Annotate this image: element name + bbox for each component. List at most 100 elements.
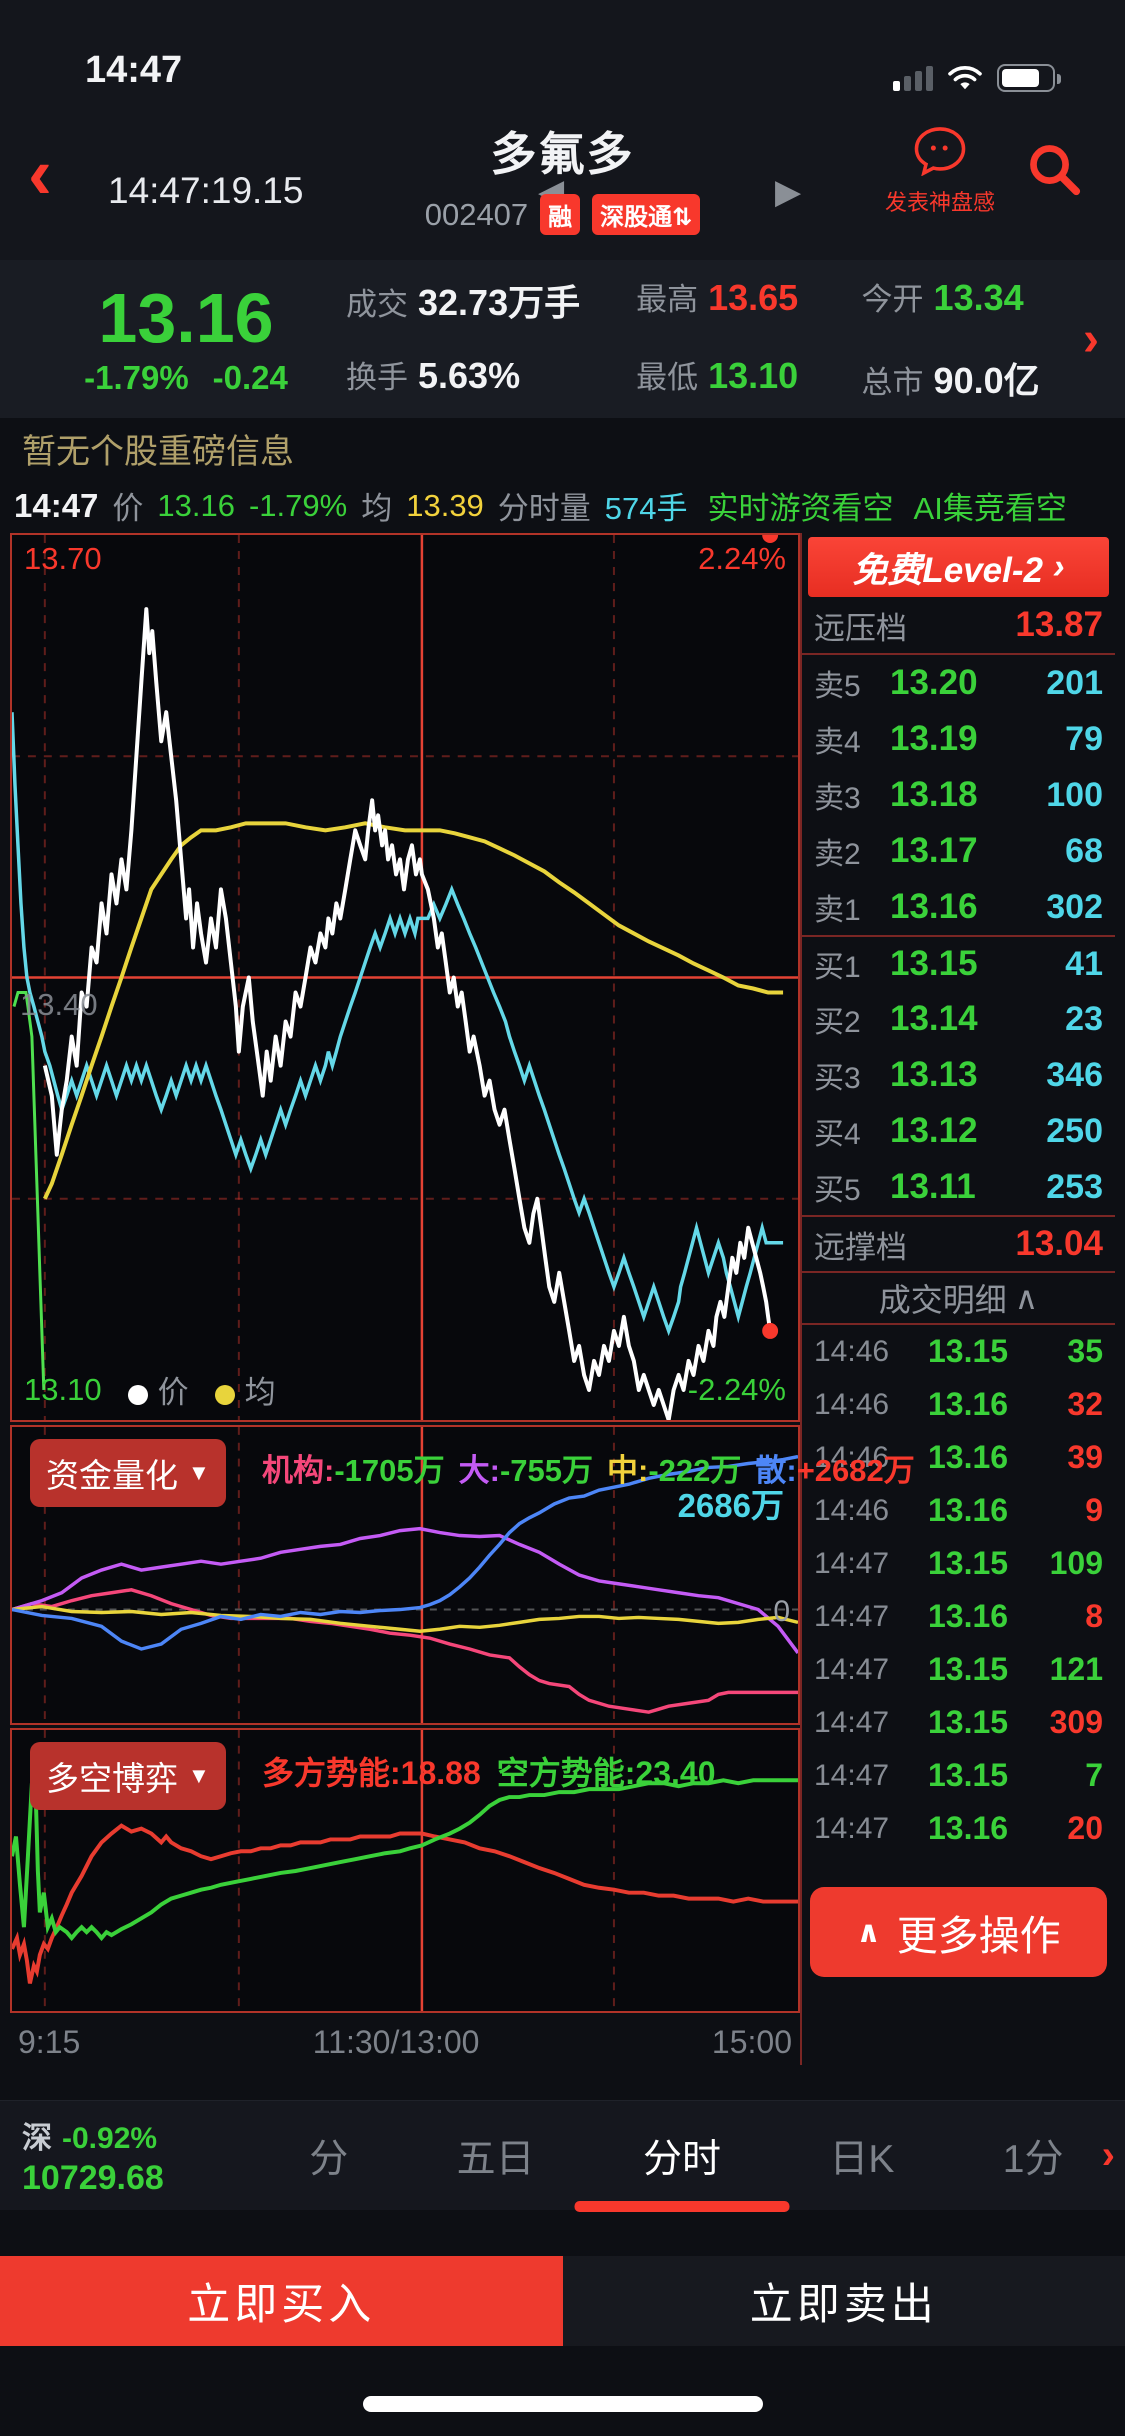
- stat-label: 最高: [636, 282, 699, 317]
- buy-level-row[interactable]: 买1 13.15 41: [802, 935, 1115, 991]
- trade-row: 14:47 13.15 7: [814, 1757, 1103, 1793]
- ticker-price: 13.16: [157, 487, 235, 523]
- header: ‹ 14:47:19.15 ◀ 多氟多 002407 融 深股通⇅ ▶ 发表神盘…: [0, 100, 1125, 260]
- legend-medium-value: -222万: [648, 1453, 742, 1488]
- chart-prevclose-label: 13.40: [20, 987, 98, 1022]
- index-name: 深: [22, 2122, 52, 2155]
- tab-five-day[interactable]: 五日: [456, 2137, 535, 2181]
- tab-intraday[interactable]: 分时: [637, 2114, 727, 2198]
- legend-retail-label: 散:: [755, 1453, 797, 1488]
- medium-flow-line: [12, 1604, 798, 1633]
- chart-high-label: 13.70: [24, 541, 102, 576]
- trade-row: 14:46 13.16 9: [814, 1492, 1103, 1528]
- trade-detail-header[interactable]: 成交明细 ∧: [802, 1273, 1115, 1325]
- chevron-up-icon: ∧: [1014, 1280, 1039, 1316]
- ticker-volume: 574手: [604, 491, 688, 526]
- bull-bear-canvas: [12, 1730, 798, 2011]
- intraday-chart-canvas: [12, 535, 798, 1420]
- stat-value-low: 13.10: [708, 355, 799, 396]
- battle-panel-selector[interactable]: 多空博弈 ▼: [30, 1742, 226, 1810]
- news-bar[interactable]: 暂无个股重磅信息: [0, 418, 1125, 478]
- dropdown-arrow-icon: ▼: [188, 1763, 210, 1788]
- chat-bubble-icon: [914, 127, 966, 177]
- tab-one-min[interactable]: 1分: [1002, 2137, 1064, 2181]
- more-tabs-chevron-icon[interactable]: ›: [1101, 2133, 1115, 2177]
- buy-level-row[interactable]: 买5 13.11 253: [814, 1167, 1103, 1207]
- buy-now-button[interactable]: 立即买入: [0, 2256, 563, 2346]
- tab-minute[interactable]: 分: [309, 2137, 349, 2181]
- stat-label: 今开: [861, 282, 924, 317]
- link-ai-auction-bearish[interactable]: AI集竞看空: [913, 491, 1067, 526]
- stat-value-marketcap: 90.0亿: [933, 360, 1040, 401]
- sell-level-row[interactable]: 卖3 13.18 100: [814, 775, 1103, 815]
- page-title: 多氟多: [490, 128, 635, 180]
- support-value: 13.04: [1015, 1224, 1103, 1263]
- stat-label: 总市: [861, 365, 924, 400]
- legend-avg: 均: [214, 1367, 276, 1412]
- home-area: [0, 2346, 1125, 2436]
- fund-zero-label: 0: [773, 1595, 790, 1628]
- change-value: -0.24: [212, 359, 288, 396]
- link-realtime-bearish[interactable]: 实时游资看空: [707, 491, 894, 526]
- stat-label: 成交: [346, 287, 408, 322]
- bear-energy-value: 23.40: [635, 1755, 716, 1791]
- legend-price: 价: [127, 1367, 189, 1412]
- support-label: 远撑档: [814, 1229, 907, 1265]
- auction-line: [12, 991, 46, 1391]
- back-button[interactable]: ‹: [28, 134, 52, 214]
- ticker-avg: 13.39: [406, 487, 484, 523]
- large-flow-line: [12, 1526, 798, 1654]
- trade-row: 14:47 13.15 109: [814, 1545, 1103, 1581]
- buy-level-row[interactable]: 买4 13.12 250: [814, 1111, 1103, 1151]
- retail-flow-line: [12, 1454, 798, 1651]
- price-line: [42, 607, 773, 1420]
- trade-row: 14:47 13.15 309: [814, 1704, 1103, 1740]
- buy-level-row[interactable]: 买3 13.13 346: [814, 1055, 1103, 1095]
- sell-now-button[interactable]: 立即卖出: [562, 2256, 1125, 2346]
- sell-level-row[interactable]: 卖1 13.16 302: [814, 887, 1103, 927]
- next-stock-button[interactable]: ▶: [775, 173, 802, 211]
- quote-summary[interactable]: 13.16 -1.79% -0.24 成交 32.73万手 最高 13.65 今开 1…: [0, 260, 1125, 418]
- fund-max-label: 2686万: [677, 1487, 784, 1524]
- buy-level-row[interactable]: 买2 13.14 23: [814, 999, 1103, 1039]
- connect-badge: 深股通⇅: [592, 194, 701, 235]
- legend-institution-label: 机构:: [262, 1453, 335, 1488]
- axis-close-label: 15:00: [711, 2023, 792, 2060]
- ticker-bar: 14:47 价 13.16 -1.79% 均 13.39 分时量 574手 实时…: [0, 478, 1125, 533]
- fund-flow-panel[interactable]: 资金量化 ▼ 机构:-1705万 大:-755万 中:-222万 散:+2682…: [10, 1425, 915, 1725]
- cellular-signal-icon: [893, 65, 933, 91]
- fund-panel-selector[interactable]: 资金量化 ▼: [30, 1439, 226, 1507]
- leading-line: [12, 712, 784, 1337]
- index-value: 10729.68: [22, 2159, 164, 2197]
- index-percent: -0.92%: [62, 2122, 158, 2155]
- ticker-avg-label: 均: [361, 491, 393, 526]
- stat-value-turnover: 5.63%: [418, 355, 521, 396]
- index-quote[interactable]: 深 -0.92% 10729.68: [10, 2113, 255, 2198]
- free-level2-banner[interactable]: 免费Level-2 ›: [808, 537, 1109, 597]
- stat-label: 换手: [346, 360, 408, 395]
- avg-price-line: [43, 821, 784, 1200]
- last-price-dot: [762, 535, 779, 544]
- post-comment-button[interactable]: 发表神盘感: [885, 126, 995, 217]
- chevron-right-icon: ›: [1052, 547, 1065, 586]
- sell-level-row[interactable]: 卖5 13.20 201: [814, 663, 1103, 703]
- trade-row: 14:47 13.16 8: [814, 1598, 1103, 1634]
- avg-dot-icon: [214, 1384, 235, 1405]
- ticker-time: 14:47: [14, 486, 99, 524]
- title-block: 多氟多 002407 融 深股通⇅: [353, 118, 773, 235]
- price-dot-icon: [127, 1384, 148, 1405]
- intraday-chart[interactable]: 13.70 2.24% 13.40 13.10 价 均 -2.24%: [10, 533, 800, 1422]
- home-indicator[interactable]: [362, 2396, 763, 2412]
- sell-level-row[interactable]: 卖4 13.19 79: [814, 719, 1103, 759]
- bull-bear-panel[interactable]: 多空博弈 ▼ 多方势能:18.88 空方势能:23.40: [10, 1728, 800, 2013]
- legend-large-label: 大:: [458, 1453, 500, 1488]
- support-row: 远撑档 13.04: [802, 1215, 1115, 1273]
- tab-daily-k[interactable]: 日K: [829, 2137, 895, 2181]
- resistance-label: 远压档: [814, 610, 907, 646]
- quote-detail-chevron-icon[interactable]: ›: [1083, 312, 1099, 366]
- more-actions-button[interactable]: ∧ 更多操作: [810, 1887, 1107, 1977]
- chart-low-label: 13.10: [24, 1371, 102, 1407]
- period-tab-bar: 深 -0.92% 10729.68 分 五日 分时 日K 1分 ›: [0, 2100, 1125, 2210]
- search-button[interactable]: [1025, 140, 1083, 203]
- sell-level-row[interactable]: 卖2 13.17 68: [814, 831, 1103, 871]
